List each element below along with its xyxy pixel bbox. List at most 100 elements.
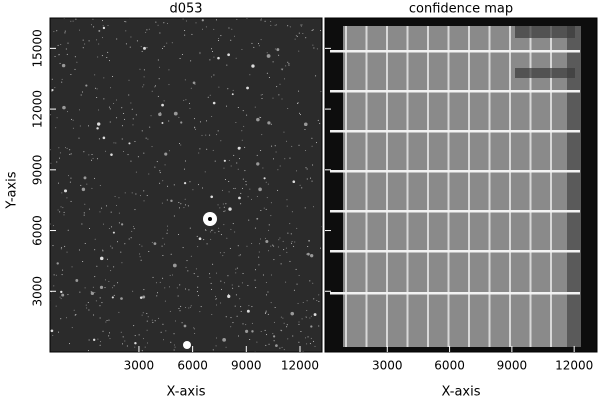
star xyxy=(273,245,275,247)
star xyxy=(306,253,308,255)
star xyxy=(267,291,269,293)
chip-gap-v xyxy=(529,26,532,347)
star xyxy=(313,47,315,49)
star xyxy=(270,245,272,247)
star xyxy=(166,232,168,234)
star xyxy=(87,302,89,304)
star xyxy=(282,317,284,319)
chip-gap-h xyxy=(330,292,580,295)
star xyxy=(278,94,280,96)
star xyxy=(173,333,175,335)
star xyxy=(164,152,168,156)
star xyxy=(212,263,214,265)
star xyxy=(251,330,254,333)
panel-title: d053 xyxy=(169,2,202,17)
star xyxy=(194,126,196,128)
star xyxy=(51,90,53,92)
star xyxy=(268,343,270,345)
star xyxy=(215,304,217,306)
star xyxy=(240,306,242,308)
star xyxy=(283,249,285,251)
star xyxy=(306,252,310,256)
chip-gap-v xyxy=(509,26,511,347)
star xyxy=(209,273,211,275)
star xyxy=(196,290,198,292)
star xyxy=(163,45,165,47)
star xyxy=(113,285,115,287)
star xyxy=(173,344,175,346)
star xyxy=(270,123,272,125)
star xyxy=(70,177,72,179)
star xyxy=(235,57,237,59)
star xyxy=(102,330,104,332)
star xyxy=(147,138,149,140)
star xyxy=(104,279,106,281)
star xyxy=(180,203,182,205)
star xyxy=(287,338,289,340)
star xyxy=(52,225,54,227)
star xyxy=(278,54,280,56)
star xyxy=(167,185,169,187)
map-edge xyxy=(567,26,581,347)
star xyxy=(106,320,108,322)
star xyxy=(279,347,281,349)
star xyxy=(98,43,100,45)
star xyxy=(296,170,298,172)
star xyxy=(181,322,183,324)
star xyxy=(266,197,268,199)
star xyxy=(63,211,65,213)
star xyxy=(264,312,266,314)
star xyxy=(201,187,203,189)
star xyxy=(305,337,307,339)
star xyxy=(90,291,95,295)
star xyxy=(86,183,88,185)
star xyxy=(241,130,243,132)
star xyxy=(104,287,106,289)
star xyxy=(272,97,274,99)
star xyxy=(161,122,164,125)
star xyxy=(319,122,321,124)
star xyxy=(64,147,66,149)
star xyxy=(228,191,230,193)
star xyxy=(239,254,241,256)
chip-gap-h xyxy=(330,170,580,173)
star xyxy=(188,307,190,309)
star xyxy=(237,168,239,170)
star xyxy=(194,332,196,334)
star xyxy=(99,184,101,186)
star xyxy=(255,287,257,289)
star xyxy=(88,154,90,156)
star xyxy=(245,324,247,326)
star xyxy=(286,199,288,201)
star xyxy=(218,86,220,88)
star xyxy=(94,238,96,240)
star xyxy=(313,340,315,342)
star xyxy=(189,306,191,308)
x-tick-label: 6000 xyxy=(177,359,208,373)
star xyxy=(205,134,207,136)
star xyxy=(133,226,135,228)
star xyxy=(82,39,84,41)
star xyxy=(215,272,217,274)
star xyxy=(184,198,186,200)
star xyxy=(176,287,178,289)
star xyxy=(122,150,124,152)
star xyxy=(242,178,244,180)
star xyxy=(245,184,247,186)
star xyxy=(132,290,134,292)
star xyxy=(270,215,272,217)
star xyxy=(55,305,57,307)
star xyxy=(143,46,146,50)
star xyxy=(271,145,273,147)
star xyxy=(59,152,61,154)
star xyxy=(287,107,289,109)
star xyxy=(66,317,68,319)
star xyxy=(159,170,161,172)
star xyxy=(183,99,185,101)
star xyxy=(274,307,276,309)
star xyxy=(125,21,127,23)
star xyxy=(290,311,295,316)
star xyxy=(129,46,131,48)
star xyxy=(79,109,81,111)
star xyxy=(151,90,153,92)
